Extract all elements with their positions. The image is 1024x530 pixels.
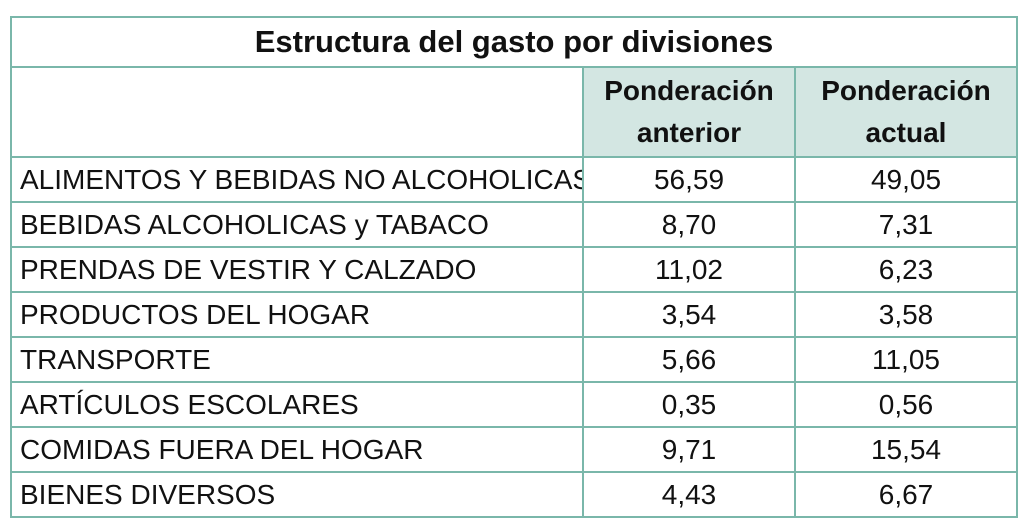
division-cell: TRANSPORTE <box>10 336 584 383</box>
header-line: Ponderación <box>821 75 991 106</box>
table-row: COMIDAS FUERA DEL HOGAR 9,71 15,54 <box>10 426 1019 473</box>
anterior-cell: 5,66 <box>582 336 796 383</box>
actual-cell: 6,23 <box>793 246 1019 293</box>
table-row: BIENES DIVERSOS 4,43 6,67 <box>10 471 1019 518</box>
division-cell: BIENES DIVERSOS <box>10 471 584 518</box>
actual-cell: 7,31 <box>793 201 1019 248</box>
anterior-cell: 9,71 <box>582 426 796 473</box>
actual-cell: 49,05 <box>793 156 1019 203</box>
table-row: PRODUCTOS DEL HOGAR 3,54 3,58 <box>10 291 1019 338</box>
division-cell: BEBIDAS ALCOHOLICAS y TABACO <box>10 201 584 248</box>
table-row: ARTÍCULOS ESCOLARES 0,35 0,56 <box>10 381 1019 428</box>
division-cell: PRODUCTOS DEL HOGAR <box>10 291 584 338</box>
header-blank-cell <box>10 66 584 158</box>
anterior-cell: 11,02 <box>582 246 796 293</box>
actual-cell: 6,67 <box>793 471 1019 518</box>
division-cell: COMIDAS FUERA DEL HOGAR <box>10 426 584 473</box>
table-title: Estructura del gasto por divisiones <box>9 16 1019 68</box>
table-row: ALIMENTOS Y BEBIDAS NO ALCOHOLICAS 56,59… <box>10 156 1019 203</box>
anterior-cell: 56,59 <box>582 156 796 203</box>
header-ponderacion-actual: Ponderación actual <box>793 66 1019 158</box>
division-cell: ALIMENTOS Y BEBIDAS NO ALCOHOLICAS <box>10 156 584 203</box>
table-row: PRENDAS DE VESTIR Y CALZADO 11,02 6,23 <box>10 246 1019 293</box>
anterior-cell: 0,35 <box>582 381 796 428</box>
anterior-cell: 3,54 <box>582 291 796 338</box>
table-row: BEBIDAS ALCOHOLICAS y TABACO 8,70 7,31 <box>10 201 1019 248</box>
actual-cell: 3,58 <box>793 291 1019 338</box>
actual-cell: 11,05 <box>793 336 1019 383</box>
actual-cell: 15,54 <box>793 426 1019 473</box>
actual-cell: 0,56 <box>793 381 1019 428</box>
anterior-cell: 8,70 <box>582 201 796 248</box>
division-cell: ARTÍCULOS ESCOLARES <box>10 381 584 428</box>
expense-structure-table: Estructura del gasto por divisiones Pond… <box>9 16 1019 518</box>
anterior-cell: 4,43 <box>582 471 796 518</box>
header-line: anterior <box>636 117 742 148</box>
header-ponderacion-anterior: Ponderación anterior <box>582 66 796 158</box>
header-line: Ponderación <box>604 75 774 106</box>
table-container: Estructura del gasto por divisiones Pond… <box>9 16 1019 518</box>
table-row: TRANSPORTE 5,66 11,05 <box>10 336 1019 383</box>
division-cell: PRENDAS DE VESTIR Y CALZADO <box>10 246 584 293</box>
header-line: actual <box>865 117 947 148</box>
